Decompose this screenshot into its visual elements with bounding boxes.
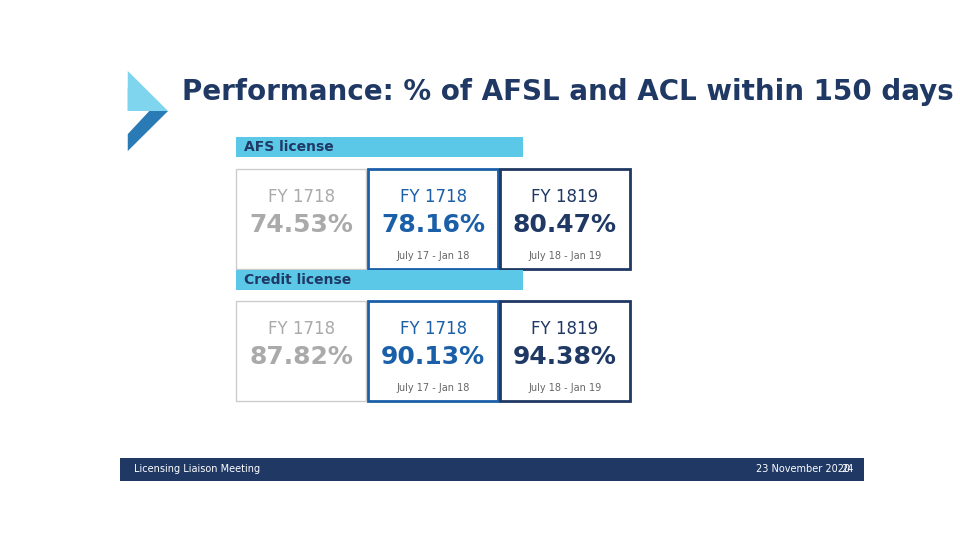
Bar — [236, 168, 367, 269]
Bar — [500, 168, 630, 269]
Bar — [236, 269, 523, 289]
Text: Performance: % of AFSL and ACL within 150 days: Performance: % of AFSL and ACL within 15… — [182, 78, 953, 106]
Text: Licensing Liaison Meeting: Licensing Liaison Meeting — [134, 464, 260, 474]
Text: July 17 - Jan 18: July 17 - Jan 18 — [396, 383, 469, 393]
Bar — [236, 301, 367, 401]
Bar — [120, 457, 864, 481]
Text: July 18 - Jan 19: July 18 - Jan 19 — [528, 383, 602, 393]
Bar — [368, 168, 498, 269]
Text: 23 November 2020: 23 November 2020 — [756, 464, 850, 474]
Text: 87.82%: 87.82% — [250, 345, 353, 369]
Text: FY 1718: FY 1718 — [268, 188, 335, 206]
Bar — [368, 301, 498, 401]
Text: FY 1718: FY 1718 — [268, 320, 335, 338]
Text: FY 1819: FY 1819 — [531, 320, 598, 338]
Polygon shape — [128, 71, 168, 111]
Text: July 18 - Jan 19: July 18 - Jan 19 — [528, 251, 602, 261]
Text: FY 1718: FY 1718 — [399, 188, 467, 206]
Text: 74.53%: 74.53% — [250, 213, 353, 237]
Text: 90.13%: 90.13% — [381, 345, 485, 369]
Text: Credit license: Credit license — [244, 273, 351, 287]
Text: FY 1718: FY 1718 — [399, 320, 467, 338]
Text: July 17 - Jan 18: July 17 - Jan 18 — [396, 251, 469, 261]
Bar — [236, 137, 523, 157]
Text: 94.38%: 94.38% — [513, 345, 616, 369]
Text: 78.16%: 78.16% — [381, 213, 485, 237]
Text: 80.47%: 80.47% — [513, 213, 617, 237]
Text: AFS license: AFS license — [244, 140, 334, 154]
Polygon shape — [128, 111, 168, 151]
Text: FY 1819: FY 1819 — [531, 188, 598, 206]
Text: 24: 24 — [841, 464, 853, 474]
Bar — [500, 301, 630, 401]
